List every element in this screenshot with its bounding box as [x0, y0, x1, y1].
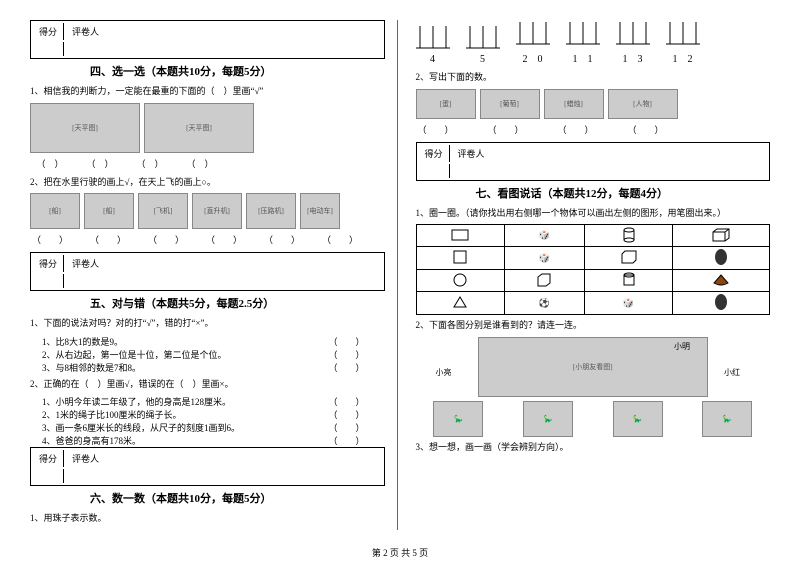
sec6-q1: 1、用珠子表示数。	[30, 512, 385, 526]
table-row: 🎲	[416, 225, 770, 247]
vehicle-4: [直升机]	[192, 193, 242, 229]
left-column: 得分 评卷人 四、选一选（本题共10分，每题5分） 1、相信我的判断力，一定能在…	[30, 20, 398, 530]
paren: （ ）	[30, 157, 70, 170]
balance-img-2: [天平图]	[144, 103, 254, 153]
paren: （ ）	[320, 233, 360, 246]
sec7-q3: 3、想一想，画一画（学会辨别方向）。	[416, 441, 771, 455]
vehicle-3: [飞机]	[138, 193, 188, 229]
table-row	[416, 270, 770, 292]
sec4-q2-parens: （ ） （ ） （ ） （ ） （ ） （ ）	[30, 233, 385, 246]
shape-match-table: 🎲 🎲 ⚽ 🎲	[416, 224, 771, 315]
vehicle-2: [船]	[84, 193, 134, 229]
paren: （ ）	[80, 157, 120, 170]
shape-can2-icon	[584, 270, 672, 292]
dino-4: 🦕	[702, 401, 752, 437]
num-line-3: 2 0	[516, 20, 550, 65]
score-box-sec7: 得分 评卷人	[416, 142, 771, 181]
sec4-q2: 2、把在水里行驶的画上√，在天上飞的画上○。	[30, 176, 385, 190]
shape-circle-icon	[416, 270, 504, 292]
paren: （ ）	[88, 233, 128, 246]
sec5-q1-2: 2、从右边起，第一位是十位，第二位是个位。（ ）	[42, 348, 385, 361]
sec5-q2: 2、正确的在（ ）里画√，错误的在（ ）里画×。	[30, 378, 385, 392]
grader-head: 评卷人	[66, 23, 105, 40]
balance-img-1: [天平图]	[30, 103, 140, 153]
shape-dice-icon: 🎲	[504, 247, 584, 270]
paren: （ ）	[30, 233, 70, 246]
shape-oval2-icon	[673, 292, 770, 315]
paren: （ ）	[262, 233, 302, 246]
dino-2: 🦕	[523, 401, 573, 437]
table-row: 🎲	[416, 247, 770, 270]
item-3: [蜡烛]	[544, 89, 604, 119]
num-line-2: 5	[466, 24, 500, 65]
shape-box-icon	[673, 225, 770, 247]
page-footer: 第 2 页 共 5 页	[0, 546, 800, 559]
sec5-q1-3: 3、与8相邻的数是7和8。（ ）	[42, 361, 385, 374]
sec5-q2-4: 4、爸爸的身高有178米。（ ）	[42, 434, 385, 447]
sec4-q1: 1、相信我的判断力，一定能在最重的下面的（ ）里画“√”	[30, 85, 385, 99]
paren: （ ）	[180, 157, 220, 170]
kid-label-a: 小亮	[436, 367, 452, 378]
shape-cone-icon	[673, 270, 770, 292]
shape-dice-icon: 🎲	[504, 225, 584, 247]
paren: （ ）	[204, 233, 244, 246]
dino-3: 🦕	[613, 401, 663, 437]
shape-triangle-icon	[416, 292, 504, 315]
paren: （ ）	[146, 233, 186, 246]
number-line-row: 4 5 2 0 1 1 1 3 1 2	[416, 20, 771, 65]
sec5-q1-1: 1、比8大1的数是9。（ ）	[42, 335, 385, 348]
item-1: [蛋]	[416, 89, 476, 119]
vehicle-5: [压路机]	[246, 193, 296, 229]
num-line-4: 1 1	[566, 20, 600, 65]
score-head: 得分	[33, 23, 64, 40]
sec5-q2-3: 3、画一条6厘米长的线段，从尺子的刻度1画到6。（ ）	[42, 421, 385, 434]
kid-label-b: 小明	[674, 341, 690, 352]
shape-oval-icon	[673, 247, 770, 270]
vehicle-6: [电动车]	[300, 193, 340, 229]
item-4: [人物]	[608, 89, 678, 119]
sec5-q2-2: 2、1米的绳子比100厘米的绳子长。（ ）	[42, 408, 385, 421]
shape-rect-icon	[416, 225, 504, 247]
shape-can-icon	[584, 225, 672, 247]
dino-row: 🦕 🦕 🦕 🦕	[416, 401, 771, 437]
shape-square-icon	[416, 247, 504, 270]
sec6-title: 六、数一数（本题共10分，每题5分）	[90, 490, 385, 506]
sec7-title: 七、看图说话（本题共12分，每题4分）	[476, 185, 771, 201]
table-row: ⚽ 🎲	[416, 292, 770, 315]
score-box-sec5: 得分 评卷人	[30, 252, 385, 291]
paren: （ ）	[130, 157, 170, 170]
shape-box2-icon	[584, 247, 672, 270]
kid-label-c: 小红	[724, 367, 740, 378]
sec5-q2-1: 1、小明今年读二年级了，他的身高是128厘米。（ ）	[42, 395, 385, 408]
sec4-q2-images: [船] [船] [飞机] [直升机] [压路机] [电动车]	[30, 193, 385, 229]
dino-1: 🦕	[433, 401, 483, 437]
shape-cube-icon	[504, 270, 584, 292]
shape-ball-icon: ⚽	[504, 292, 584, 315]
sec7-q1: 1、圈一圈。（请你找出用右侧哪一个物体可以画出左侧的图形，用笔圈出来。）	[416, 207, 771, 221]
sec7-q2: 2、下面各图分别是谁看到的？请连一连。	[416, 319, 771, 333]
num-line-5: 1 3	[616, 20, 650, 65]
num-line-6: 1 2	[666, 20, 700, 65]
score-box-sec4: 得分 评卷人	[30, 20, 385, 59]
shape-dice2-icon: 🎲	[584, 292, 672, 315]
write-numbers-q: 2、写出下面的数。	[416, 71, 771, 85]
sec5-title: 五、对与错（本题共5分，每题2.5分）	[90, 295, 385, 311]
score-box-sec6: 得分 评卷人	[30, 447, 385, 486]
write-numbers-images: [蛋] [葡萄] [蜡烛] [人物]	[416, 89, 771, 119]
sec4-title: 四、选一选（本题共10分，每题5分）	[90, 63, 385, 79]
item-2: [葡萄]	[480, 89, 540, 119]
num-line-1: 4	[416, 24, 450, 65]
sec4-q1-images: [天平图] [天平图]	[30, 103, 385, 153]
sec4-q1-parens: （ ） （ ） （ ） （ ）	[30, 157, 385, 170]
vehicle-1: [船]	[30, 193, 80, 229]
sec7-q2-scene: [小朋友看图] 小亮 小明 小红	[416, 337, 771, 397]
sec5-q1: 1、下面的说法对吗？对的打“√”，错的打“×”。	[30, 317, 385, 331]
right-column: 4 5 2 0 1 1 1 3 1 2 2、写出下面的数	[416, 20, 771, 530]
write-numbers-parens: （ ） （ ） （ ） （ ）	[416, 123, 771, 136]
